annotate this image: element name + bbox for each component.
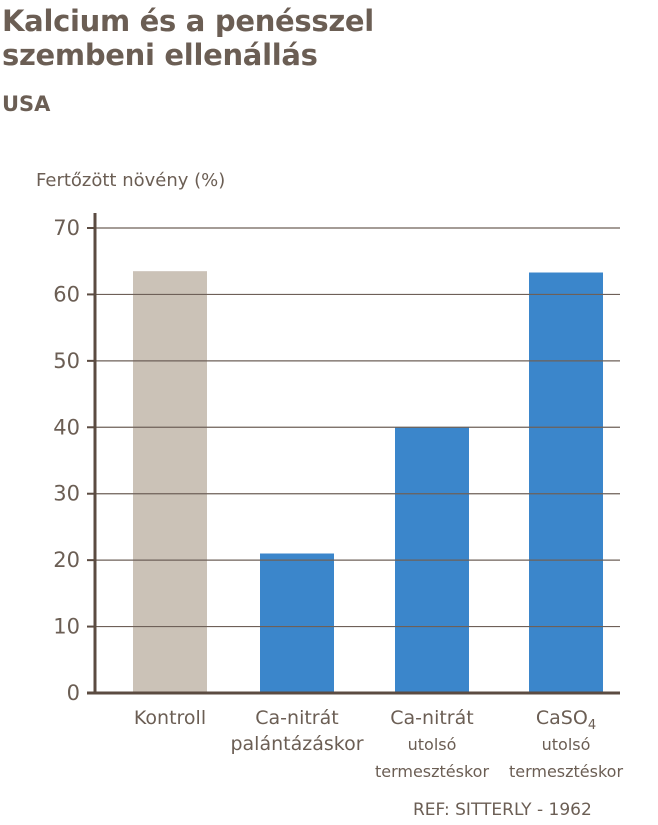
reference-note: REF: SITTERLY - 1962 (413, 800, 592, 820)
bar-4 (529, 272, 603, 693)
y-tick-label-10: 10 (53, 615, 80, 639)
x-tick-label-3-line-3: termesztéskor (375, 762, 490, 781)
x-tick-label-4-line-2: utolsó (542, 735, 591, 754)
x-tick-label-3-line-1: Ca-nitrát (390, 707, 473, 729)
title-line-1: Kalcium és a penésszel (2, 4, 374, 38)
chart-subtitle: USA (2, 92, 51, 116)
y-tick-label-20: 20 (53, 548, 80, 572)
y-axis-label: Fertőzött növény (%) (36, 170, 226, 191)
bar-2 (260, 553, 334, 693)
y-tick-label-40: 40 (53, 415, 80, 439)
x-tick-label-1-line-1: Kontroll (134, 707, 206, 729)
x-tick-label-3-line-2: utolsó (408, 735, 457, 754)
x-tick-label-2-line-1: Ca-nitrát (255, 707, 338, 729)
chart-title: Kalcium és a penésszel szembeni ellenáll… (2, 4, 374, 72)
y-tick-label-0: 0 (67, 681, 80, 705)
y-tick-label-50: 50 (53, 349, 80, 373)
bar-1 (133, 271, 207, 693)
y-tick-label-60: 60 (53, 282, 80, 306)
x-tick-label-2-line-2: palántázáskor (230, 733, 363, 755)
x-tick-label-4-line-1: CaSO4 (536, 707, 596, 733)
y-tick-label-30: 30 (53, 482, 80, 506)
title-line-2: szembeni ellenállás (2, 38, 318, 72)
y-tick-label-70: 70 (53, 216, 80, 240)
x-tick-label-4-line-3: termesztéskor (509, 762, 624, 781)
